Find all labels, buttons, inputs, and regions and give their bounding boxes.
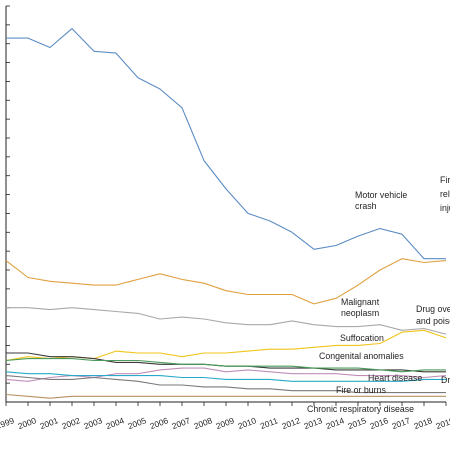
x-tick-label: 2013 [303,415,324,431]
series-label: Dr [441,375,450,385]
x-tick-label: 2012 [281,415,302,431]
x-tick-label: 2009 [215,415,236,431]
series-line-malignant-neoplasm [6,307,447,335]
series-label: Drug overdose [416,304,450,314]
series-label: Chronic respiratory disease [307,404,414,414]
series-line-heart-disease [5,367,447,382]
series-line-drowning [5,371,446,382]
series-label: and poisoning [416,316,450,326]
x-tick-label: 2014 [325,415,346,431]
x-tick-label: 2001 [39,415,60,431]
x-tick-label: 2002 [61,415,82,431]
x-tick-label: 2019 [435,415,450,431]
x-tick-label: 2006 [149,415,170,431]
series-label: Suffocation [340,333,384,343]
series-label: Malignant [341,297,380,307]
series-label: injury [440,203,450,213]
series-line-congenital-anomalies [5,358,446,373]
x-axis-ticks: 1999 2000 2001 2002 2003 2004 2005 2006 2007 2008… [0,402,450,431]
series-line-motor-vehicle-crash [6,28,446,260]
x-tick-label: 2010 [237,415,258,431]
x-tick-label: 2018 [413,415,434,431]
series-line-chronic-respiratory-disease [5,393,446,399]
series-label: Fire or burns [336,385,386,395]
x-tick-label: 2016 [369,415,390,431]
series-label: related [440,189,450,199]
series-line-firearm-related-injury [5,258,447,305]
axes [5,5,446,403]
series-label: crash [355,201,377,211]
x-tick-label: 2003 [83,415,104,431]
x-tick-label: 2017 [391,415,412,431]
x-tick-label: 2015 [347,415,368,431]
x-tick-label: 2004 [105,415,126,431]
series-label: Heart disease [368,373,422,383]
series-label: Firearm- [440,175,450,185]
series-line-fire-or-burns [5,375,446,394]
x-tick-label: 2000 [17,415,38,431]
series-label: Congenital anomalies [319,351,404,361]
series-label: Motor vehicle [355,190,407,200]
x-tick-label: 2005 [127,415,148,431]
x-tick-label: 2007 [171,415,192,431]
series-label: neoplasm [341,308,379,318]
x-tick-label: 2011 [259,415,280,431]
series-lines [5,28,447,399]
x-tick-label: 1999 [0,415,16,431]
x-tick-label: 2008 [193,415,214,431]
